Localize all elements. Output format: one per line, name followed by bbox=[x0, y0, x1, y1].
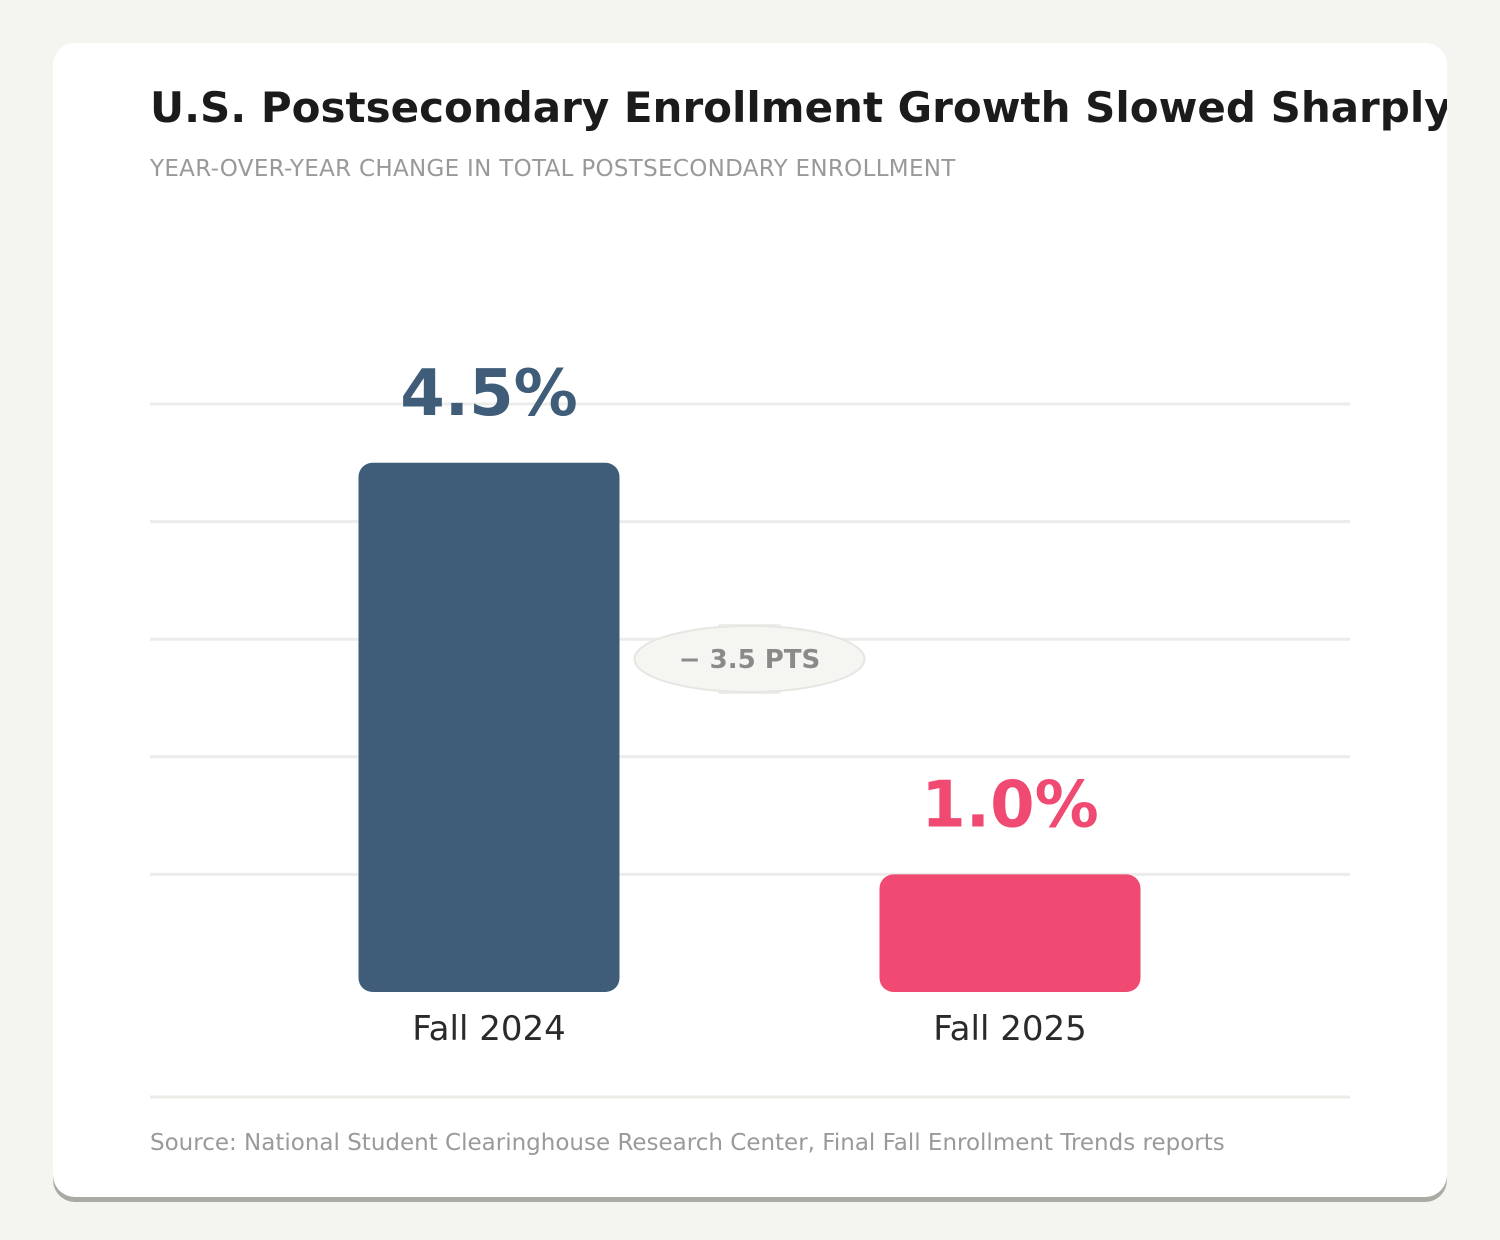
category-label: Fall 2024 bbox=[412, 1009, 566, 1049]
value-label: 1.0% bbox=[921, 768, 1099, 842]
annotation-label: − 3.5 PTS bbox=[679, 645, 820, 675]
source-note: Source: National Student Clearinghouse R… bbox=[150, 1130, 1225, 1156]
bars bbox=[358, 462, 1141, 992]
chart-subtitle: YEAR-OVER-YEAR CHANGE IN TOTAL POSTSECON… bbox=[150, 156, 956, 182]
value-label: 4.5% bbox=[400, 357, 578, 431]
category-labels: Fall 2024 Fall 2025 bbox=[412, 1009, 1087, 1049]
chart-title: U.S. Postsecondary Enrollment Growth Slo… bbox=[150, 83, 1447, 132]
difference-annotation: − 3.5 PTS bbox=[633, 624, 866, 694]
bar-chart: 4.5% 1.0% Fall 2024 Fall 2025 − 3.5 PTS bbox=[150, 357, 1350, 1099]
value-labels: 4.5% 1.0% bbox=[400, 357, 1099, 843]
chart-card: U.S. Postsecondary Enrollment Growth Slo… bbox=[53, 43, 1447, 1197]
category-label: Fall 2025 bbox=[933, 1009, 1087, 1049]
annotation-pill bbox=[633, 625, 866, 693]
bar bbox=[358, 462, 620, 992]
bar bbox=[879, 874, 1141, 992]
